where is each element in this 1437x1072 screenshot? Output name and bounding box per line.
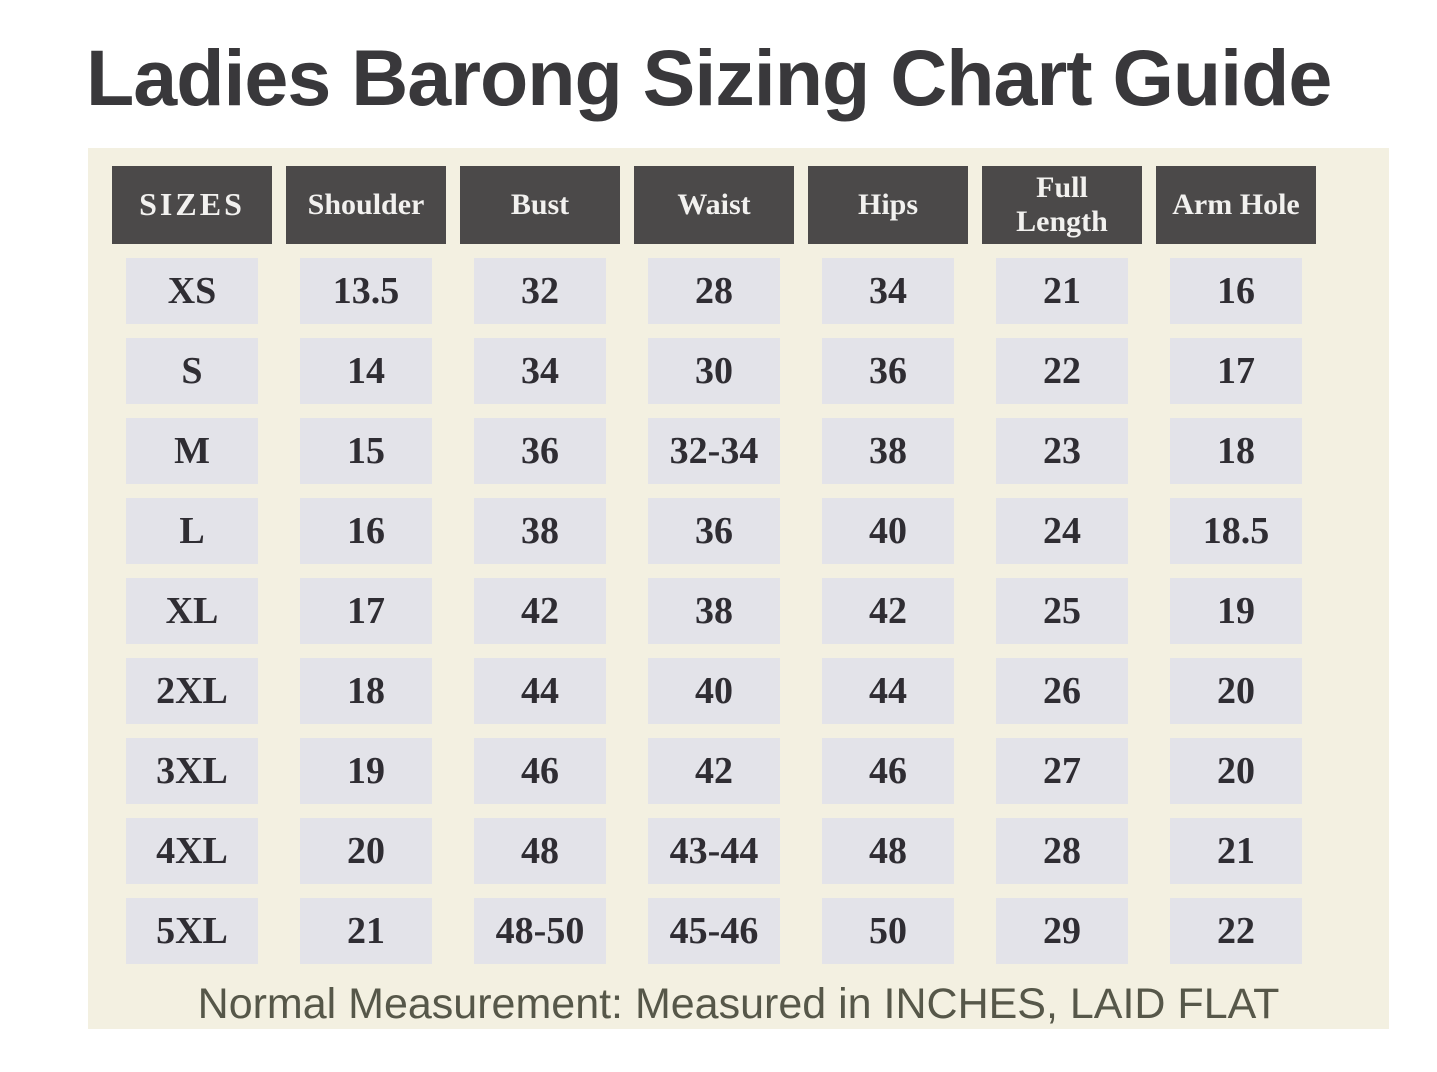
table-cell: 18 <box>300 658 432 724</box>
table-cell: 18.5 <box>1170 498 1302 564</box>
column-header-bust: Bust <box>460 166 620 244</box>
table-cell: 19 <box>300 738 432 804</box>
table-cell: 22 <box>996 338 1128 404</box>
table-cell: 32-34 <box>648 418 780 484</box>
table-cell: 30 <box>648 338 780 404</box>
column-header-arm-hole: Arm Hole <box>1156 166 1316 244</box>
sizing-table: SIZES Shoulder Bust Waist Hips Full Leng… <box>112 166 1316 964</box>
table-cell: 46 <box>822 738 954 804</box>
table-cell: 16 <box>300 498 432 564</box>
page-title: Ladies Barong Sizing Chart Guide <box>86 33 1332 122</box>
table-row-l: L 16 38 36 40 24 18.5 <box>112 498 1316 564</box>
size-label-cell: 5XL <box>126 898 258 964</box>
table-cell: 14 <box>300 338 432 404</box>
table-cell: 24 <box>996 498 1128 564</box>
table-cell: 36 <box>474 418 606 484</box>
size-label-cell: 2XL <box>126 658 258 724</box>
table-cell: 32 <box>474 258 606 324</box>
table-cell: 38 <box>822 418 954 484</box>
table-cell: 23 <box>996 418 1128 484</box>
table-cell: 21 <box>1170 818 1302 884</box>
table-cell: 44 <box>474 658 606 724</box>
table-row-m: M 15 36 32-34 38 23 18 <box>112 418 1316 484</box>
table-cell: 40 <box>822 498 954 564</box>
table-cell: 19 <box>1170 578 1302 644</box>
size-label-cell: M <box>126 418 258 484</box>
table-cell: 43-44 <box>648 818 780 884</box>
size-label-cell: 3XL <box>126 738 258 804</box>
table-cell: 28 <box>648 258 780 324</box>
table-cell: 15 <box>300 418 432 484</box>
table-cell: 48 <box>474 818 606 884</box>
table-cell: 44 <box>822 658 954 724</box>
table-cell: 42 <box>474 578 606 644</box>
column-header-sizes: SIZES <box>112 166 272 244</box>
sizing-chart-panel: SIZES Shoulder Bust Waist Hips Full Leng… <box>88 148 1389 1029</box>
size-label-cell: S <box>126 338 258 404</box>
size-label-cell: XS <box>126 258 258 324</box>
table-cell: 27 <box>996 738 1128 804</box>
table-row-xl: XL 17 42 38 42 25 19 <box>112 578 1316 644</box>
table-cell: 42 <box>822 578 954 644</box>
table-cell: 48 <box>822 818 954 884</box>
column-header-hips: Hips <box>808 166 968 244</box>
table-cell: 36 <box>822 338 954 404</box>
column-header-waist: Waist <box>634 166 794 244</box>
table-cell: 17 <box>300 578 432 644</box>
table-row-3xl: 3XL 19 46 42 46 27 20 <box>112 738 1316 804</box>
table-cell: 40 <box>648 658 780 724</box>
header-row: SIZES Shoulder Bust Waist Hips Full Leng… <box>112 166 1316 244</box>
table-cell: 16 <box>1170 258 1302 324</box>
table-cell: 38 <box>648 578 780 644</box>
table-cell: 38 <box>474 498 606 564</box>
measurement-note: Normal Measurement: Measured in INCHES, … <box>197 980 1280 1028</box>
size-label-cell: L <box>126 498 258 564</box>
table-cell: 20 <box>1170 738 1302 804</box>
table-cell: 34 <box>474 338 606 404</box>
table-cell: 46 <box>474 738 606 804</box>
table-cell: 34 <box>822 258 954 324</box>
table-row-5xl: 5XL 21 48-50 45-46 50 29 22 <box>112 898 1316 964</box>
table-row-xs: XS 13.5 32 28 34 21 16 <box>112 258 1316 324</box>
column-header-full-length: Full Length <box>982 166 1142 244</box>
table-cell: 21 <box>996 258 1128 324</box>
size-label-cell: XL <box>126 578 258 644</box>
table-cell: 36 <box>648 498 780 564</box>
table-cell: 45-46 <box>648 898 780 964</box>
column-header-shoulder: Shoulder <box>286 166 446 244</box>
table-row-s: S 14 34 30 36 22 17 <box>112 338 1316 404</box>
table-cell: 48-50 <box>474 898 606 964</box>
table-cell: 42 <box>648 738 780 804</box>
table-cell: 13.5 <box>300 258 432 324</box>
table-row-2xl: 2XL 18 44 40 44 26 20 <box>112 658 1316 724</box>
table-cell: 21 <box>300 898 432 964</box>
table-cell: 29 <box>996 898 1128 964</box>
table-row-4xl: 4XL 20 48 43-44 48 28 21 <box>112 818 1316 884</box>
table-cell: 17 <box>1170 338 1302 404</box>
table-cell: 25 <box>996 578 1128 644</box>
table-cell: 22 <box>1170 898 1302 964</box>
table-cell: 26 <box>996 658 1128 724</box>
table-cell: 20 <box>300 818 432 884</box>
size-label-cell: 4XL <box>126 818 258 884</box>
table-cell: 50 <box>822 898 954 964</box>
table-cell: 18 <box>1170 418 1302 484</box>
table-cell: 28 <box>996 818 1128 884</box>
table-cell: 20 <box>1170 658 1302 724</box>
